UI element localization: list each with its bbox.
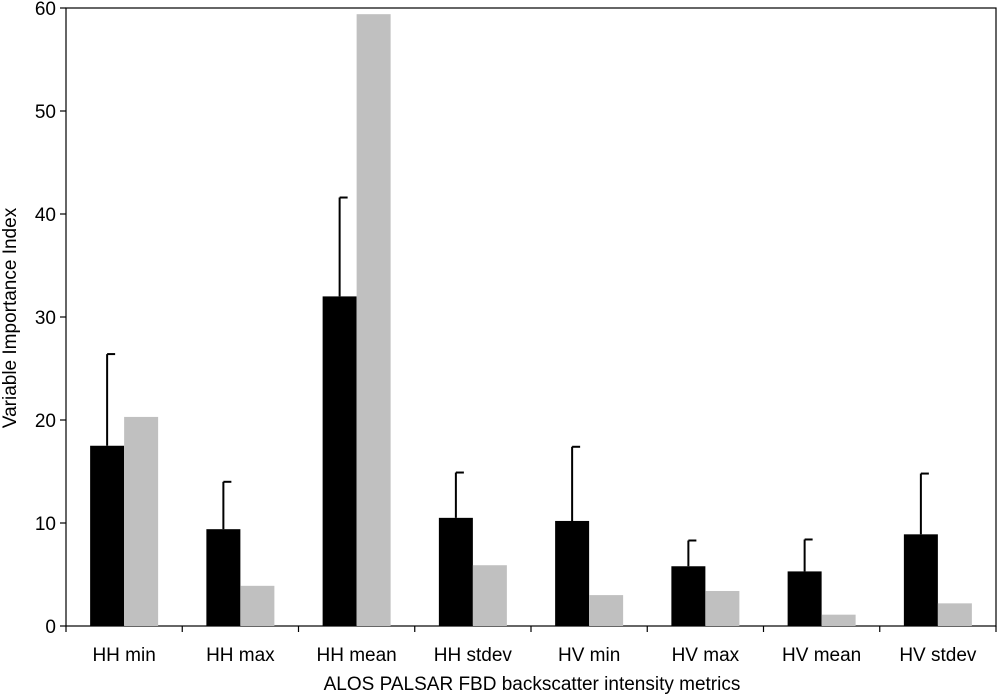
plot-frame	[65, 7, 997, 627]
bar	[124, 416, 159, 626]
error-bars	[106, 196, 929, 572]
y-tick-label: 60	[35, 0, 56, 20]
bar	[472, 565, 507, 626]
y-tick-label: 30	[35, 308, 56, 329]
bar	[937, 603, 972, 626]
bar	[671, 566, 706, 626]
x-tick-label: HH mean	[317, 645, 397, 666]
bar	[438, 517, 473, 626]
x-tick-label: HV mean	[782, 645, 861, 666]
x-tick-label: HV min	[558, 645, 620, 666]
y-tick-label: 50	[35, 102, 56, 123]
y-tick-label: 20	[35, 411, 56, 432]
x-tick-label: HV stdev	[899, 645, 977, 666]
x-tick-label: HH min	[92, 645, 155, 666]
bar	[705, 590, 740, 626]
bar	[356, 14, 391, 627]
y-tick-label: 0	[45, 617, 56, 638]
y-axis-label: Variable Importance Index	[0, 207, 21, 428]
bar	[90, 445, 125, 626]
bar	[206, 529, 241, 626]
x-tick-label: HH stdev	[434, 645, 513, 666]
x-tick-label: HV max	[672, 645, 740, 666]
bar	[903, 534, 938, 626]
y-tick-label: 40	[35, 205, 56, 226]
bar	[555, 520, 590, 626]
bar	[589, 595, 624, 626]
y-tick-label: 10	[35, 514, 56, 535]
bar	[787, 571, 822, 626]
bar	[322, 296, 357, 626]
bar	[240, 585, 275, 626]
bar	[821, 614, 856, 626]
bars	[90, 14, 972, 627]
y-axis: 0 10 20 30 40 50 60	[35, 0, 66, 638]
x-axis-label: ALOS PALSAR FBD backscatter intensity me…	[324, 674, 741, 695]
x-tick-label: HH max	[206, 645, 275, 666]
x-axis: HH min HH max HH mean HH stdev HV min HV max H…	[65, 626, 997, 666]
plot-area	[65, 7, 997, 627]
